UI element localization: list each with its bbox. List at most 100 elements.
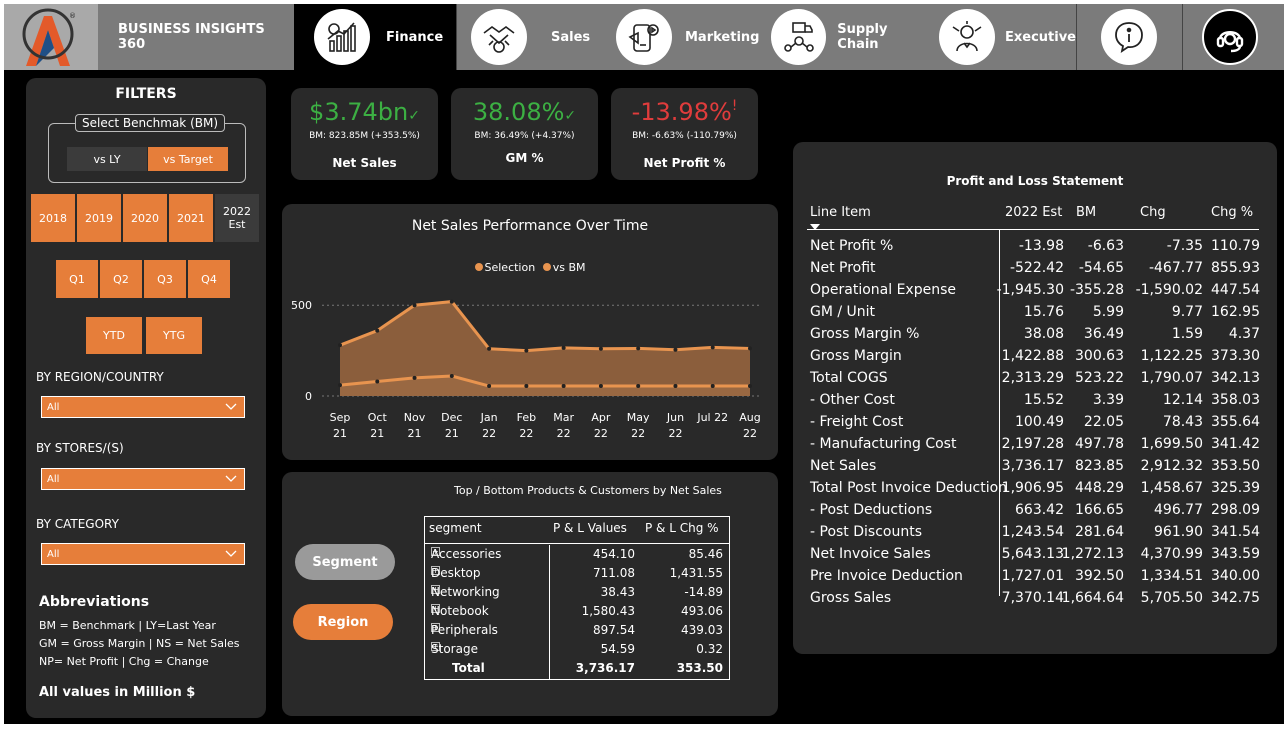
- pnl-chg-pct: 342.13: [1211, 370, 1260, 386]
- total-value: 3,736.17: [575, 661, 635, 675]
- region-button[interactable]: Region: [293, 604, 393, 640]
- column-header: 2022 Est: [1005, 205, 1063, 220]
- pnl-bm: 1,664.64: [1061, 590, 1124, 606]
- selection-area: [340, 301, 750, 396]
- dashboard: ® BUSINESS INSIGHTS 360 Finance Sales: [4, 4, 1284, 724]
- pnl-row: - Freight Cost 100.49 22.05 78.43 355.64: [793, 414, 1277, 436]
- pnl-chg-pct: 355.64: [1211, 414, 1260, 430]
- top-nav: ® BUSINESS INSIGHTS 360 Finance Sales: [4, 4, 1284, 70]
- pnl-chg: -467.77: [1148, 260, 1203, 276]
- tab-executive[interactable]: Executive: [932, 4, 1076, 70]
- year-2022-est-button[interactable]: 2022 Est: [215, 194, 259, 242]
- q3-button[interactable]: Q3: [144, 260, 186, 298]
- expand-icon[interactable]: +: [431, 566, 440, 575]
- ytg-button[interactable]: YTG: [146, 317, 202, 354]
- pnl-line-item: Gross Sales: [810, 590, 892, 606]
- x-tick-label: 21: [445, 427, 459, 440]
- expand-icon[interactable]: +: [431, 642, 440, 651]
- cell-value: 897.54: [593, 623, 635, 637]
- x-tick-label: Apr: [591, 411, 611, 424]
- chart-legend: Selection vs BM: [282, 261, 778, 274]
- pnl-line-item: Operational Expense: [810, 282, 957, 298]
- table-row[interactable]: + Storage 54.59 0.32: [431, 642, 723, 656]
- chevron-down-icon: [225, 403, 237, 410]
- pnl-chg-pct: 341.42: [1211, 436, 1260, 452]
- pnl-chg: 2,912.32: [1140, 458, 1203, 474]
- table-row[interactable]: + Networking 38.43 -14.89: [431, 585, 723, 599]
- pnl-line-item: - Post Deductions: [810, 502, 933, 518]
- column-header[interactable]: Line Item: [810, 205, 871, 220]
- vs-ly-button[interactable]: vs LY: [67, 147, 147, 171]
- segment-button[interactable]: Segment: [295, 544, 395, 580]
- tab-supply-chain[interactable]: Supply Chain: [764, 4, 932, 70]
- pnl-row: Operational Expense -1,945.30 -355.28 -1,59…: [793, 282, 1277, 304]
- q1-button[interactable]: Q1: [56, 260, 98, 298]
- table-row[interactable]: + Accessories 454.10 85.46: [431, 547, 723, 561]
- selection-point: [598, 346, 603, 351]
- pnl-line-item: Net Profit: [810, 260, 876, 276]
- sort-desc-icon[interactable]: [810, 224, 820, 230]
- chevron-down-icon: [225, 550, 237, 557]
- cell-change: -14.89: [684, 585, 723, 599]
- pnl-chg: 1,699.50: [1140, 436, 1203, 452]
- bm-point: [412, 375, 417, 380]
- year-2018-button[interactable]: 2018: [31, 194, 75, 242]
- year-2021-button[interactable]: 2021: [169, 194, 213, 242]
- category-dropdown[interactable]: All: [41, 543, 245, 565]
- kpi-value-wrap: -13.98%!: [611, 98, 758, 126]
- pnl-line-item: Gross Margin %: [810, 326, 920, 342]
- pnl-chg: 1,790.07: [1140, 370, 1203, 386]
- expand-icon[interactable]: +: [431, 604, 440, 613]
- selection-point: [338, 343, 342, 348]
- year-2020-button[interactable]: 2020: [123, 194, 167, 242]
- table-row[interactable]: + Desktop 711.08 1,431.55: [431, 566, 723, 580]
- expand-icon[interactable]: +: [431, 547, 440, 556]
- stores-dropdown[interactable]: All: [41, 468, 245, 490]
- chevron-down-icon: [225, 475, 237, 482]
- pnl-line-item: Net Sales: [810, 458, 877, 474]
- selection-point: [449, 299, 454, 304]
- bm-point: [487, 384, 492, 389]
- ytd-button[interactable]: YTD: [86, 317, 142, 354]
- pnl-line-item: Net Profit %: [810, 238, 894, 254]
- cell-value: 38.43: [600, 585, 635, 599]
- year-2019-button[interactable]: 2019: [77, 194, 121, 242]
- q2-button[interactable]: Q2: [100, 260, 142, 298]
- expand-icon[interactable]: +: [431, 623, 440, 632]
- pnl-chg: -1,590.02: [1135, 282, 1203, 298]
- selection-point: [748, 346, 752, 351]
- tab-finance[interactable]: Finance: [294, 4, 456, 70]
- supply-chain-icon: [771, 9, 827, 65]
- pnl-chg-pct: 110.79: [1211, 238, 1260, 254]
- info-button[interactable]: [1076, 4, 1182, 70]
- selection-point: [673, 347, 678, 352]
- pnl-est: 1,727.01: [1001, 568, 1064, 584]
- abbreviations-title: Abbreviations: [39, 594, 150, 610]
- q4-button[interactable]: Q4: [188, 260, 230, 298]
- kpi-value: $3.74bn: [309, 98, 409, 126]
- headset-icon: [1202, 9, 1258, 65]
- tab-marketing[interactable]: Marketing: [610, 4, 764, 70]
- pnl-chg-pct: 162.95: [1211, 304, 1260, 320]
- tab-sales[interactable]: Sales: [456, 4, 610, 70]
- table-row[interactable]: + Notebook 1,580.43 493.06: [431, 604, 723, 618]
- pnl-chg-pct: 447.54: [1211, 282, 1260, 298]
- vs-target-button[interactable]: vs Target: [148, 147, 228, 171]
- pnl-est: 1,906.95: [1001, 480, 1064, 496]
- pnl-est: -1,945.30: [996, 282, 1064, 298]
- bm-point: [710, 384, 715, 389]
- pnl-row: Gross Margin 1,422.88 300.63 1,122.25 373.30: [793, 348, 1277, 370]
- region-dropdown[interactable]: All: [41, 396, 245, 418]
- selection-point: [636, 346, 641, 351]
- pnl-line-item: Total COGS: [810, 370, 888, 386]
- table-row[interactable]: + Peripherals 897.54 439.03: [431, 623, 723, 637]
- filters-panel: FILTERS Select Benchmak (BM) vs LY vs Ta…: [26, 78, 266, 718]
- expand-icon[interactable]: +: [431, 585, 440, 594]
- kpi-card-net-profit: -13.98%! BM: -6.63% (-110.79%) Net Profi…: [611, 88, 758, 180]
- support-button[interactable]: [1182, 4, 1284, 70]
- bm-line: [339, 374, 750, 388]
- pnl-est: -13.98: [1018, 238, 1064, 254]
- x-tick-label: 22: [631, 427, 645, 440]
- bm-point: [338, 383, 342, 388]
- pnl-row: Total COGS 2,313.29 523.22 1,790.07 342.13: [793, 370, 1277, 392]
